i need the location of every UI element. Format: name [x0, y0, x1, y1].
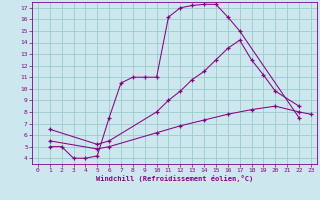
X-axis label: Windchill (Refroidissement éolien,°C): Windchill (Refroidissement éolien,°C)	[96, 175, 253, 182]
